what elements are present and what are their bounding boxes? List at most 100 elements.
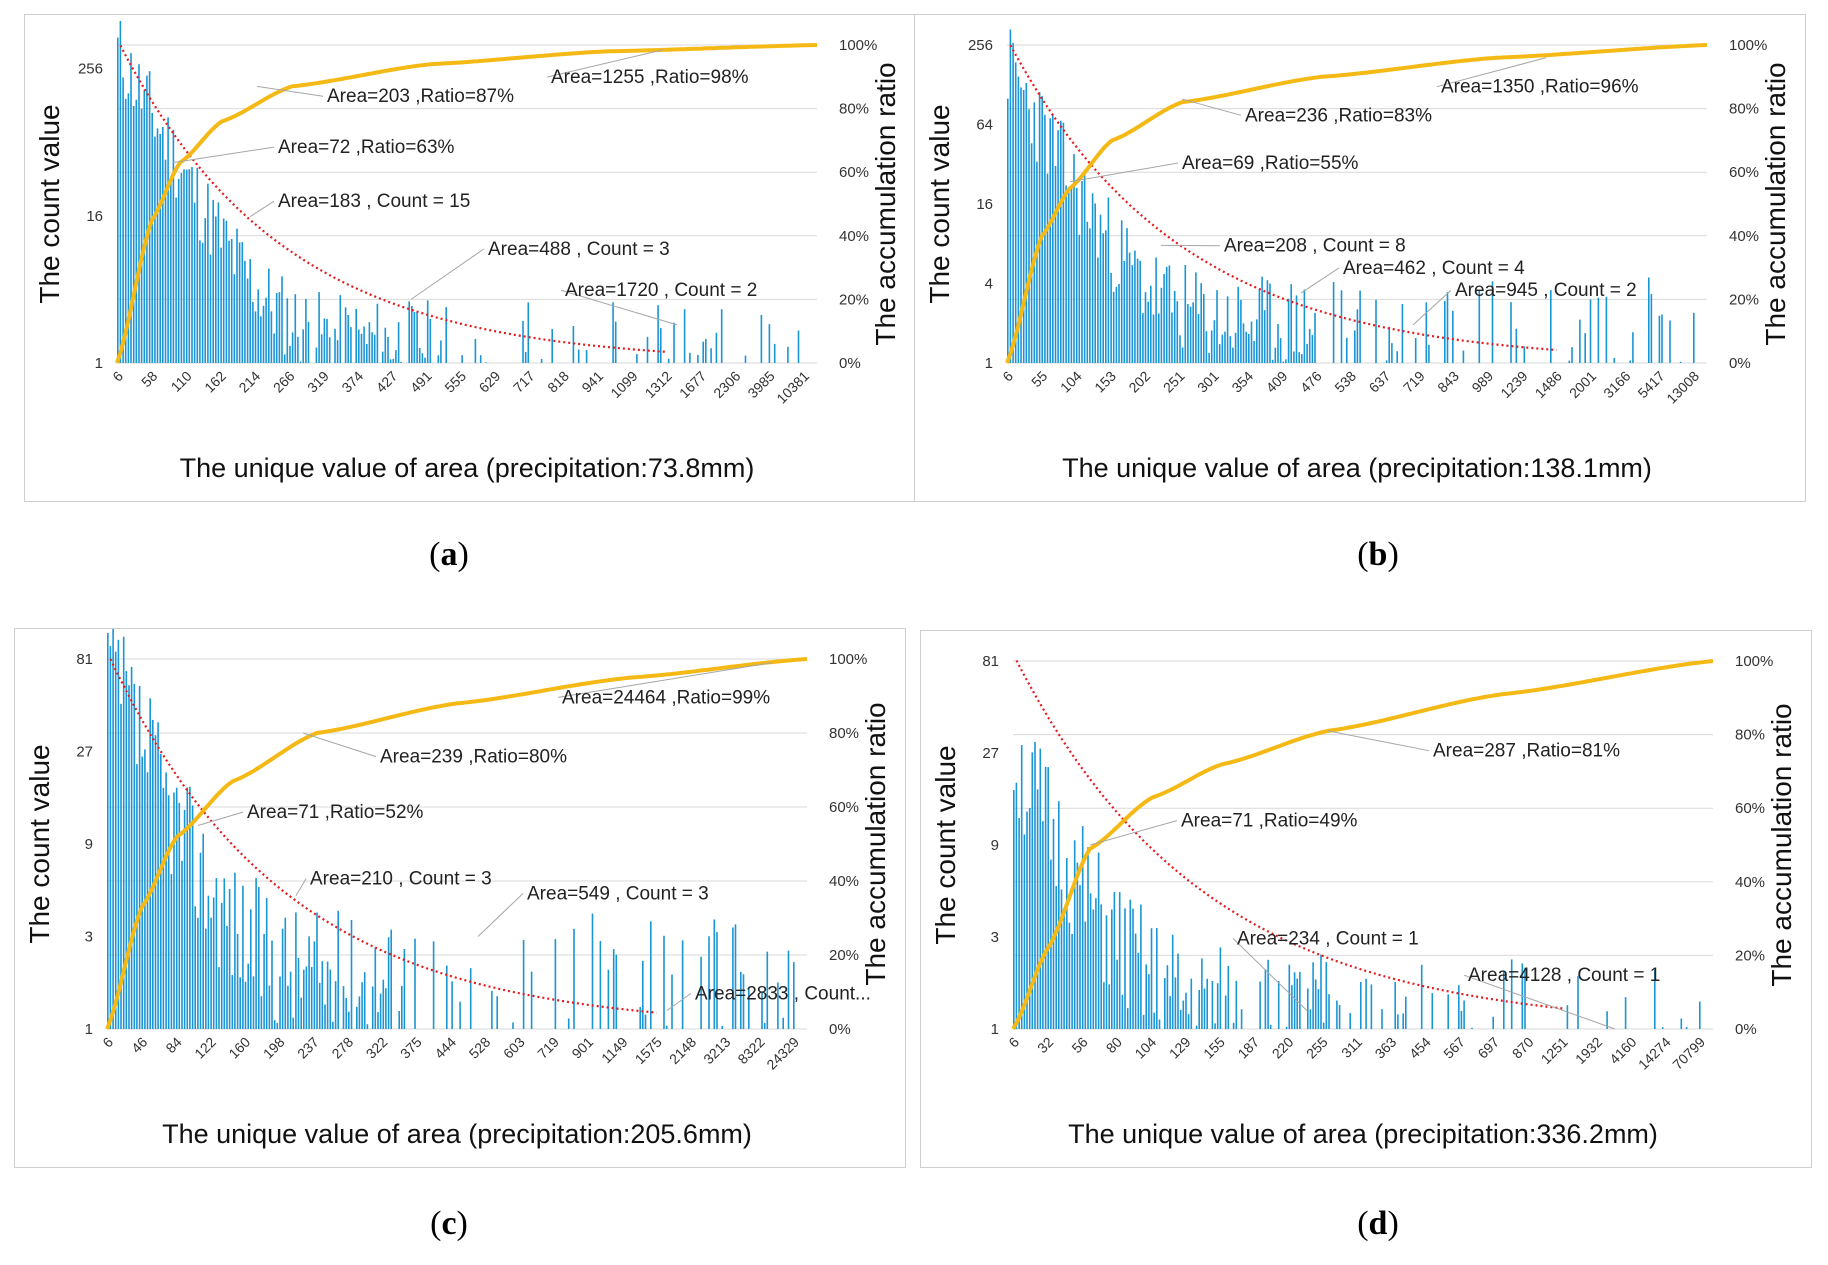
- x-tick-label: 266: [270, 368, 298, 396]
- bar: [1185, 992, 1187, 1029]
- bar: [321, 961, 324, 1029]
- bar: [530, 971, 533, 1029]
- bar: [117, 37, 119, 363]
- bar: [207, 895, 210, 1029]
- annotation-label: Area=24464 ,Ratio=99%: [562, 687, 770, 708]
- bar: [212, 897, 215, 1029]
- bar: [451, 981, 453, 1029]
- bar: [124, 98, 127, 364]
- bar: [188, 169, 191, 363]
- bar: [1137, 952, 1140, 1029]
- x-tick-label: 843: [1434, 368, 1462, 396]
- bar: [1036, 789, 1039, 1029]
- annotation-leader: [1181, 98, 1242, 116]
- bar: [787, 950, 790, 1029]
- x-tick-label: 719: [1400, 368, 1428, 396]
- bar: [1208, 353, 1210, 363]
- x-tick-label: 10381: [773, 368, 812, 407]
- bar: [1381, 1009, 1383, 1029]
- bar: [339, 295, 342, 363]
- bar: [1091, 193, 1094, 363]
- x-tick-label: 160: [225, 1034, 253, 1062]
- y-tick-label: 27: [982, 745, 999, 762]
- bar: [316, 912, 318, 1029]
- chart-panel-c: 100% 80% 60% 40% 20% 0% 81 27 9 3 1 6 46 84 122 160 198 2…: [14, 628, 906, 1168]
- bar: [154, 136, 156, 363]
- x-tick-label: 58: [138, 368, 160, 390]
- bar: [411, 306, 413, 363]
- bar: [540, 359, 543, 363]
- bar: [318, 982, 321, 1029]
- bar: [715, 332, 718, 363]
- bar: [347, 315, 349, 363]
- bar: [1370, 984, 1373, 1029]
- bar: [1452, 310, 1454, 363]
- bar-series: [1007, 29, 1695, 364]
- bar: [491, 990, 493, 1029]
- bar: [1009, 29, 1012, 363]
- bar: [1402, 1013, 1404, 1029]
- bar: [1396, 351, 1398, 363]
- y2-tick-label: 40%: [839, 228, 869, 245]
- x-tick-label: 444: [431, 1034, 459, 1062]
- bar: [1256, 319, 1258, 363]
- bar: [1258, 289, 1261, 363]
- bar: [1654, 970, 1656, 1029]
- bar: [1187, 1014, 1190, 1029]
- bar: [268, 268, 270, 363]
- y2-tick-label: 40%: [1735, 874, 1765, 891]
- y2-tick-label: 80%: [1729, 101, 1759, 118]
- annotation-label: Area=488 , Count = 3: [488, 239, 670, 260]
- bar: [1401, 304, 1404, 363]
- bar: [217, 202, 220, 363]
- x-tick-label: 278: [328, 1034, 356, 1062]
- bar: [1015, 782, 1018, 1029]
- bar: [276, 1022, 279, 1029]
- bar: [1232, 1022, 1235, 1029]
- bar: [403, 949, 406, 1029]
- bar: [1124, 908, 1126, 1029]
- bar: [639, 1007, 641, 1029]
- x-tick-label: 697: [1474, 1034, 1502, 1062]
- bar: [1365, 978, 1367, 1029]
- bar: [1120, 220, 1123, 363]
- bar: [1111, 909, 1113, 1029]
- bar: [1034, 741, 1036, 1029]
- bar: [242, 885, 244, 1029]
- bar: [1259, 981, 1261, 1029]
- annotation-label: Area=210 , Count = 3: [310, 869, 492, 890]
- y-tick-label: 1: [991, 1021, 999, 1038]
- bar: [265, 297, 267, 363]
- bar: [1200, 283, 1202, 363]
- y2-tick-label: 0%: [1735, 1021, 1757, 1038]
- bar: [1081, 826, 1084, 1029]
- bar: [1360, 982, 1362, 1029]
- y2-tick-label: 20%: [839, 291, 869, 308]
- bar: [408, 301, 410, 363]
- bar: [344, 307, 347, 363]
- y2-axis-title: The accumulation ratio: [860, 702, 891, 985]
- bar: [716, 932, 718, 1029]
- bar: [1579, 319, 1581, 363]
- bar: [1263, 310, 1266, 363]
- bar: [1129, 899, 1132, 1029]
- y2-tick-label: 80%: [1735, 727, 1765, 744]
- bar: [1210, 330, 1213, 363]
- bar: [1060, 889, 1063, 1029]
- y-tick-label: 3: [991, 929, 999, 946]
- bar: [135, 99, 138, 363]
- x-tick-label: 319: [304, 368, 332, 396]
- bar: [665, 1025, 668, 1029]
- annotation-leader: [249, 200, 275, 218]
- bar: [1118, 283, 1120, 363]
- annotation-label: Area=4128 , Count = 1: [1468, 965, 1660, 986]
- bar: [1142, 1014, 1145, 1029]
- bar: [683, 309, 686, 363]
- bar: [607, 969, 610, 1029]
- bar: [1320, 954, 1322, 1029]
- bar: [657, 305, 659, 363]
- bar: [1058, 801, 1060, 1029]
- annotation-label: Area=239 ,Ratio=80%: [380, 747, 567, 768]
- bar: [1017, 76, 1020, 363]
